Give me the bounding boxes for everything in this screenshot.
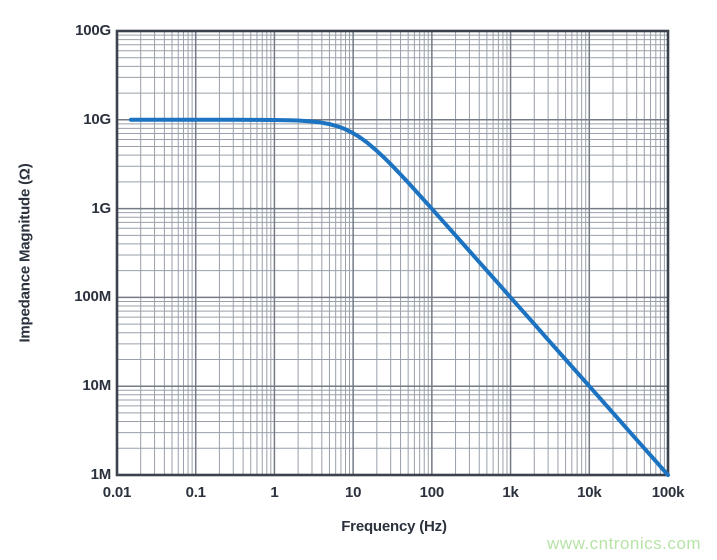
x-tick-label: 10k: [577, 484, 602, 501]
x-tick-label: 10: [344, 484, 362, 501]
y-tick-label: 100G: [75, 22, 111, 39]
x-tick-label: 0.01: [102, 484, 132, 501]
y-tick-label: 100M: [74, 288, 111, 306]
plot-border: [115, 29, 670, 477]
y-axis-title: Impedance Magnitude (Ω): [16, 163, 34, 343]
x-tick-label: 0.1: [185, 484, 206, 501]
impedance-magnitude-curve: [128, 117, 670, 477]
x-tick-label: 1: [270, 484, 279, 501]
x-tick-label: 100k: [651, 484, 685, 501]
y-tick-label: 10M: [82, 377, 111, 395]
x-axis-title: Frequency (Hz): [341, 518, 447, 535]
y-tick-label: 1G: [91, 199, 111, 217]
y-tick-label: 1M: [90, 466, 112, 483]
x-tick-label: 1k: [502, 484, 519, 501]
x-tick-label: 100: [419, 484, 445, 501]
y-tick-label: 10G: [83, 110, 111, 128]
watermark: www.cntronics.com: [547, 534, 701, 553]
